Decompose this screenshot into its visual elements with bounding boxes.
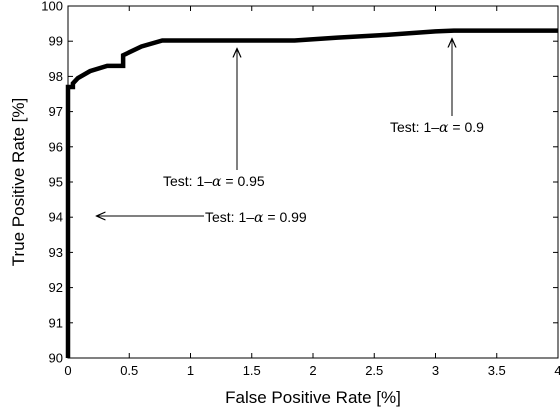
x-tick-label: 0 <box>64 363 71 378</box>
series-layer <box>65 28 558 358</box>
x-tick-label: 0.5 <box>120 363 138 378</box>
y-tick-label: 100 <box>41 0 63 14</box>
x-axis-label: False Positive Rate [%] <box>225 388 401 407</box>
annotations: Test: 1–α = 0.9 Test: 1–α = 0.95 Test: 1–α… <box>97 39 484 226</box>
x-tick-label: 4 <box>554 363 560 378</box>
x-tick-label: 1 <box>187 363 194 378</box>
plot-area <box>67 5 559 359</box>
y-tick-label: 96 <box>49 139 63 154</box>
y-tick-label: 98 <box>49 69 63 84</box>
x-tick-label: 2 <box>309 363 316 378</box>
y-tick-label: 94 <box>49 210 63 225</box>
x-tick-label: 3 <box>432 363 439 378</box>
y-tick-label: 99 <box>49 34 63 49</box>
y-axis-label: True Positive Rate [%] <box>9 98 28 267</box>
x-tick-label: 2.5 <box>365 363 383 378</box>
annotation-label: Test: 1–α = 0.95 <box>163 173 265 190</box>
y-tick-label: 93 <box>49 245 63 260</box>
y-tick-label: 90 <box>49 351 63 366</box>
x-tick-label: 1.5 <box>243 363 261 378</box>
y-tick-label: 97 <box>49 104 63 119</box>
plot-frame <box>67 5 559 359</box>
y-tick-label: 92 <box>49 280 63 295</box>
x-tick-label: 3.5 <box>488 363 506 378</box>
y-tick-label: 91 <box>49 315 63 330</box>
y-tick-label: 95 <box>49 175 63 190</box>
roc-curve-line <box>65 28 558 358</box>
axis-ticks: 0 0.5 1 1.5 2 2.5 3 3.5 4 90 91 92 93 94 95 96 97 98 99 100 <box>41 0 560 378</box>
annotation-label: Test: 1–α = 0.99 <box>205 209 307 226</box>
annotation-label: Test: 1–α = 0.9 <box>390 119 484 136</box>
